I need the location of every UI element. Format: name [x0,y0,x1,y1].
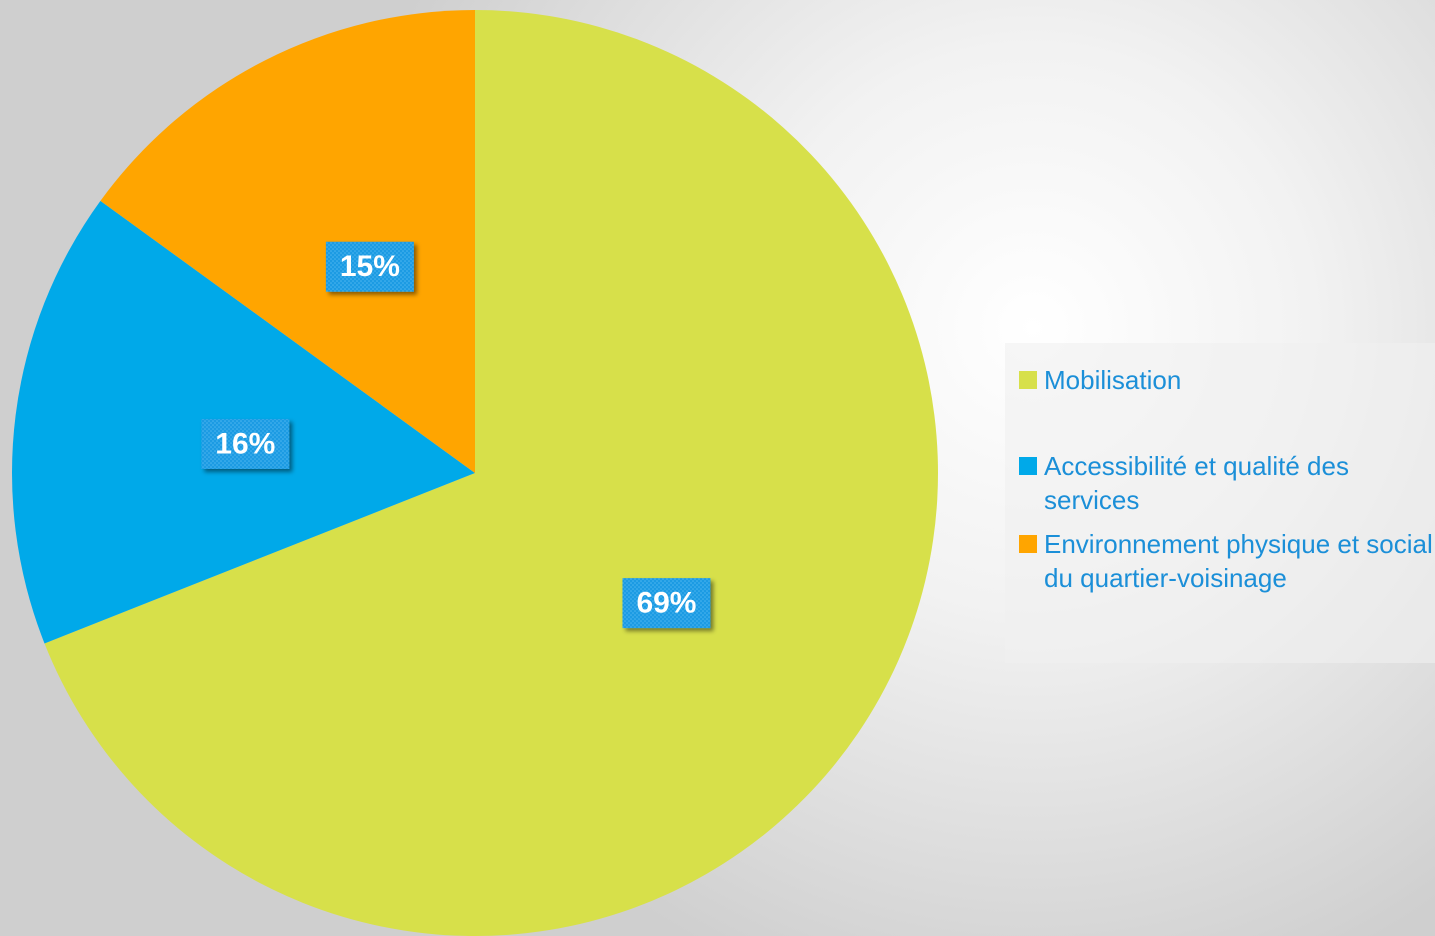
legend-label: Environnement physique et social du quar… [1044,529,1433,593]
legend-entry: Environnement physique et social du quar… [1019,527,1435,595]
pie-slice [44,10,938,936]
data-label-box [325,241,414,292]
legend-swatch [1019,371,1037,389]
legend-label: Accessibilité et qualité des services [1044,451,1349,515]
legend: Mobilisation Accessibilité et qualité des… [1005,343,1435,663]
data-label-box [622,578,711,629]
legend-swatch [1019,535,1037,553]
legend-label: Mobilisation [1044,365,1182,395]
pie-slice [100,10,475,473]
data-label: 15% [340,250,400,283]
legend-swatch [1019,457,1037,475]
data-label: 16% [215,427,275,460]
data-label-box [201,418,290,469]
chart: 69% 16% 15% [12,10,938,936]
legend-entry: Mobilisation [1019,363,1435,397]
data-label: 69% [636,587,696,620]
legend-entry: Accessibilité et qualité des services [1019,449,1435,517]
